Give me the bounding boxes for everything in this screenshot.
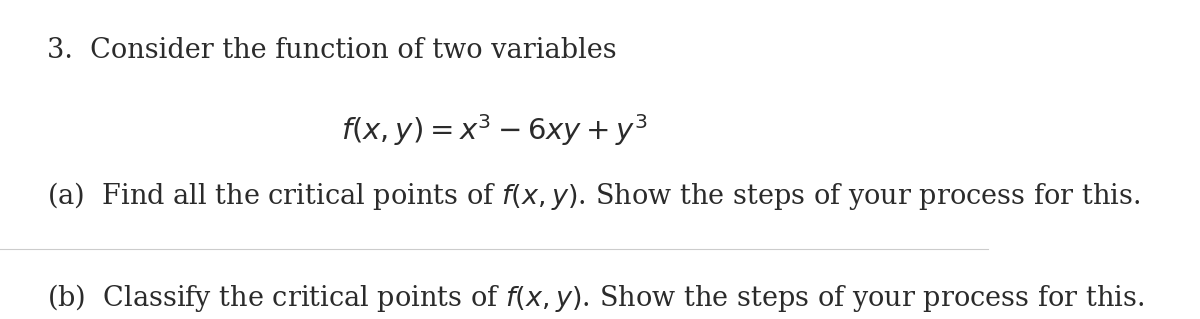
Text: (b)  Classify the critical points of $f(x, y)$. Show the steps of your process f: (b) Classify the critical points of $f(x… — [48, 282, 1145, 314]
Text: 3.  Consider the function of two variables: 3. Consider the function of two variable… — [48, 37, 617, 64]
Text: (a)  Find all the critical points of $f(x, y)$. Show the steps of your process f: (a) Find all the critical points of $f(x… — [48, 180, 1140, 212]
Text: $f(x, y) = x^3 - 6xy + y^3$: $f(x, y) = x^3 - 6xy + y^3$ — [341, 112, 648, 148]
